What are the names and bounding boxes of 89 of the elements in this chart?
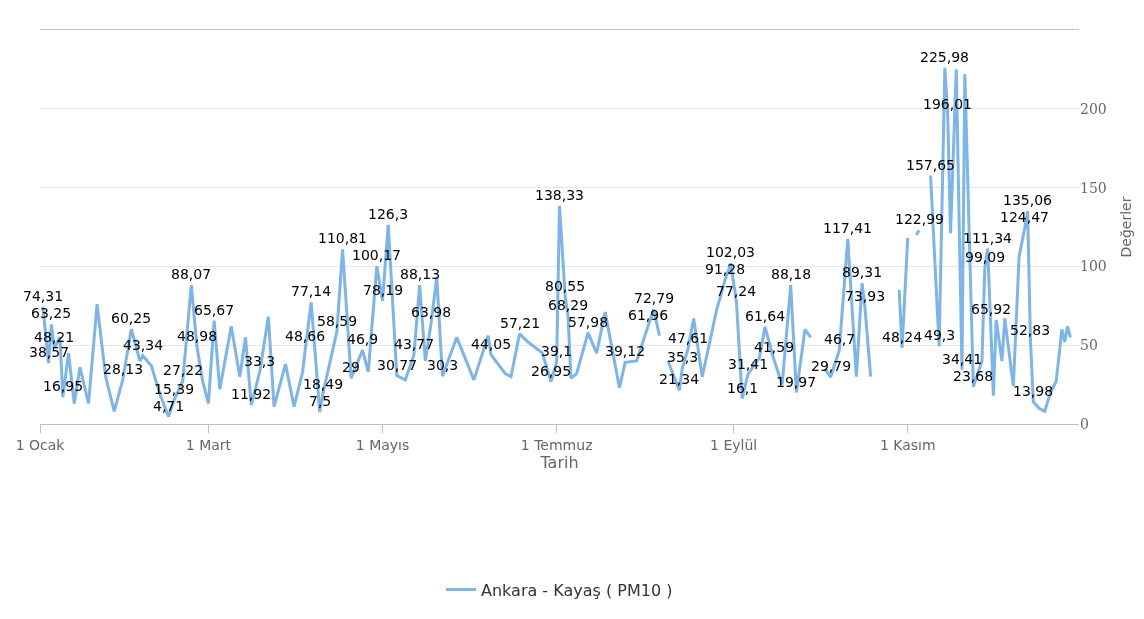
data-label: 72,79 <box>634 290 675 306</box>
data-label: 65,67 <box>194 302 235 318</box>
y-axis-title: Değerler <box>1118 196 1135 258</box>
data-label: 80,55 <box>545 278 586 294</box>
data-label: 16,95 <box>43 378 84 394</box>
data-label: 48,24 <box>882 329 923 345</box>
data-label: 35,3 <box>667 349 699 365</box>
data-label: 88,18 <box>771 266 812 282</box>
x-tick-label: 1 Kasım <box>879 436 936 453</box>
data-label: 57,98 <box>568 314 609 330</box>
data-label: 26,95 <box>531 363 572 379</box>
data-label: 41,59 <box>754 339 795 355</box>
data-label: 52,83 <box>1010 322 1051 338</box>
data-label: 138,33 <box>535 187 584 203</box>
x-tick-label: 1 Mayıs <box>355 436 410 453</box>
data-label: 7,5 <box>309 393 332 409</box>
data-label: 13,98 <box>1013 383 1054 399</box>
data-label: 61,64 <box>745 308 786 324</box>
data-label: 65,92 <box>971 301 1012 317</box>
x-tick-label: 1 Ocak <box>15 436 66 453</box>
data-label: 58,59 <box>317 313 358 329</box>
data-label: 73,93 <box>845 288 886 304</box>
data-label: 78,19 <box>363 282 404 298</box>
data-label: 28,13 <box>103 361 144 377</box>
data-label: 27,22 <box>163 362 204 378</box>
data-label: 19,97 <box>776 374 817 390</box>
data-label: 63,98 <box>411 304 452 320</box>
legend-label: Ankara - Kayaş ( PM10 ) <box>481 580 673 600</box>
data-label: 74,31 <box>23 288 64 304</box>
data-label: 157,65 <box>906 157 955 173</box>
data-label: 88,07 <box>171 266 212 282</box>
data-label: 196,01 <box>923 96 972 112</box>
data-label: 29,79 <box>811 358 852 374</box>
x-tick-label: 1 Mart <box>185 436 232 453</box>
x-axis-title: Tarih <box>539 452 579 472</box>
data-label: 31,41 <box>728 356 769 372</box>
data-label: 15,39 <box>154 381 195 397</box>
data-label: 100,17 <box>352 247 401 263</box>
data-label: 47,61 <box>668 330 709 346</box>
data-label: 18,49 <box>303 376 344 392</box>
data-label: 46,7 <box>824 331 856 347</box>
data-label: 77,24 <box>716 283 757 299</box>
x-tick-label: 1 Temmuz <box>520 436 593 453</box>
data-label: 126,3 <box>368 206 409 222</box>
data-label: 68,29 <box>548 297 589 313</box>
data-label: 21,34 <box>659 371 700 387</box>
data-label: 225,98 <box>920 49 969 65</box>
y-tick-label: 0 <box>1080 415 1089 432</box>
data-label: 39,1 <box>541 343 573 359</box>
data-label: 77,14 <box>291 283 332 299</box>
data-label: 91,28 <box>705 261 746 277</box>
data-label: 88,13 <box>400 266 441 282</box>
data-label: 23,68 <box>953 368 994 384</box>
data-label: 117,41 <box>823 220 872 236</box>
data-label: 135,06 <box>1003 192 1053 208</box>
data-label: 48,98 <box>177 328 218 344</box>
y-tick-label: 50 <box>1080 337 1098 354</box>
y-tick-label: 200 <box>1080 100 1107 117</box>
data-label: 39,12 <box>605 343 646 359</box>
data-label: 110,81 <box>318 230 367 246</box>
data-label: 48,21 <box>34 329 75 345</box>
x-tick-label: 1 Eylül <box>710 436 758 453</box>
data-label: 43,77 <box>394 336 435 352</box>
data-label: 89,31 <box>842 264 883 280</box>
data-label: 57,21 <box>500 315 541 331</box>
data-label: 30,3 <box>427 357 459 373</box>
data-label: 34,41 <box>942 351 983 367</box>
data-label: 38,57 <box>29 344 70 360</box>
data-label: 48,66 <box>285 328 326 344</box>
data-label: 33,3 <box>244 353 276 369</box>
data-label: 111,34 <box>963 230 1013 246</box>
data-label: 122,99 <box>895 211 944 227</box>
data-label: 124,47 <box>1000 209 1049 225</box>
data-label: 30,77 <box>377 357 418 373</box>
data-label: 49,3 <box>924 327 956 343</box>
data-label: 102,03 <box>706 244 755 260</box>
y-tick-label: 100 <box>1080 258 1107 275</box>
data-label: 4,71 <box>153 398 185 414</box>
data-label: 43,34 <box>123 337 164 353</box>
data-label: 11,92 <box>231 386 272 402</box>
data-label: 99,09 <box>965 249 1006 265</box>
data-label: 61,96 <box>628 307 669 323</box>
y-tick-label: 150 <box>1080 179 1107 196</box>
data-label: 63,25 <box>31 305 72 321</box>
data-label: 46,9 <box>347 331 379 347</box>
data-label: 60,25 <box>111 310 152 326</box>
data-label: 16,1 <box>727 380 759 396</box>
data-label: 29 <box>342 359 360 375</box>
data-label: 44,05 <box>471 336 512 352</box>
